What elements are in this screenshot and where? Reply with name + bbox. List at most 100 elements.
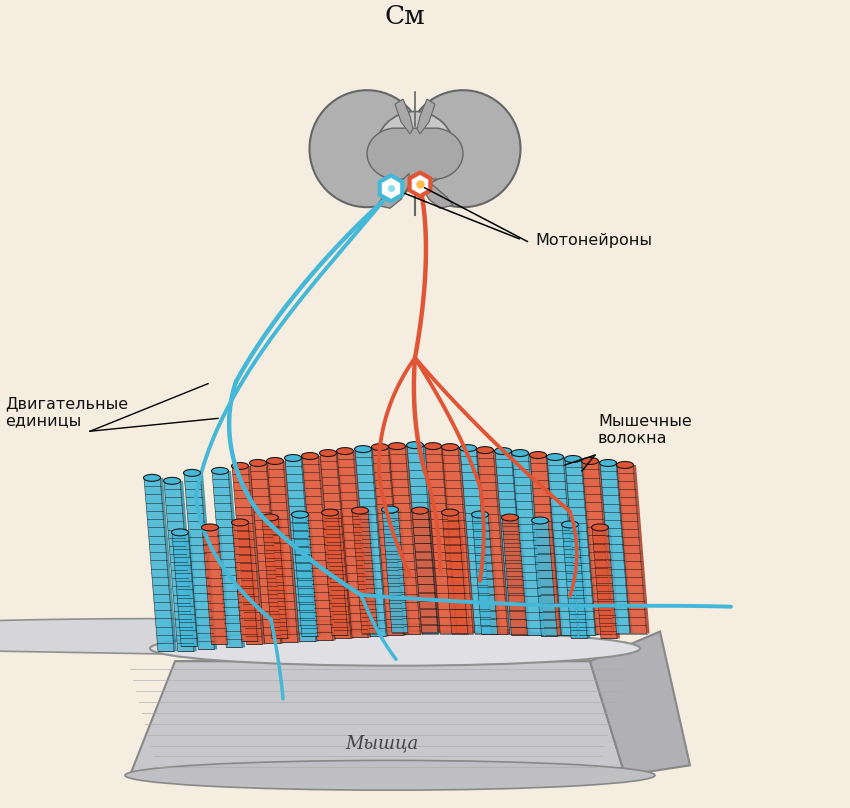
Polygon shape — [377, 174, 410, 208]
Polygon shape — [301, 458, 319, 642]
Polygon shape — [278, 517, 291, 638]
Polygon shape — [322, 512, 348, 635]
Polygon shape — [320, 453, 351, 638]
Ellipse shape — [150, 631, 640, 666]
Polygon shape — [355, 449, 386, 637]
Ellipse shape — [267, 457, 284, 465]
Polygon shape — [338, 512, 351, 635]
Polygon shape — [460, 448, 491, 633]
Polygon shape — [598, 461, 615, 634]
Polygon shape — [266, 463, 284, 643]
Ellipse shape — [201, 524, 218, 531]
Polygon shape — [0, 619, 590, 661]
Polygon shape — [184, 473, 214, 650]
Polygon shape — [202, 528, 228, 645]
Ellipse shape — [172, 529, 189, 536]
Polygon shape — [528, 453, 546, 635]
Polygon shape — [616, 463, 632, 633]
Text: Мышца: Мышца — [345, 734, 418, 752]
Polygon shape — [368, 511, 381, 633]
Polygon shape — [302, 456, 333, 641]
Polygon shape — [563, 457, 581, 635]
Ellipse shape — [302, 452, 319, 460]
Polygon shape — [160, 478, 177, 651]
Polygon shape — [372, 447, 403, 635]
Polygon shape — [477, 450, 508, 634]
Ellipse shape — [405, 90, 520, 207]
Polygon shape — [283, 461, 301, 642]
Polygon shape — [530, 455, 560, 635]
Ellipse shape — [371, 444, 388, 451]
Ellipse shape — [382, 506, 399, 513]
Ellipse shape — [231, 519, 248, 526]
Polygon shape — [250, 463, 280, 643]
Polygon shape — [546, 455, 564, 635]
Polygon shape — [407, 445, 439, 633]
Ellipse shape — [321, 509, 338, 516]
Polygon shape — [493, 450, 511, 634]
Polygon shape — [412, 511, 438, 633]
Polygon shape — [308, 515, 320, 637]
Ellipse shape — [309, 90, 424, 207]
Polygon shape — [410, 172, 430, 196]
Polygon shape — [617, 465, 647, 633]
Ellipse shape — [406, 442, 423, 448]
Ellipse shape — [562, 521, 579, 528]
Polygon shape — [248, 466, 265, 645]
Ellipse shape — [212, 468, 229, 474]
Polygon shape — [578, 524, 590, 638]
Ellipse shape — [144, 474, 161, 482]
Ellipse shape — [337, 448, 354, 455]
Ellipse shape — [163, 478, 180, 484]
Polygon shape — [582, 461, 612, 634]
Ellipse shape — [531, 517, 548, 524]
Ellipse shape — [292, 511, 309, 518]
Ellipse shape — [250, 460, 267, 466]
Polygon shape — [318, 456, 336, 641]
Ellipse shape — [352, 507, 369, 514]
Polygon shape — [417, 99, 435, 134]
Ellipse shape — [512, 449, 529, 457]
Polygon shape — [395, 99, 413, 134]
Polygon shape — [425, 446, 456, 633]
Polygon shape — [380, 175, 402, 201]
Polygon shape — [428, 511, 441, 633]
Polygon shape — [172, 532, 197, 646]
Ellipse shape — [472, 511, 489, 518]
Polygon shape — [442, 447, 473, 633]
Ellipse shape — [564, 456, 581, 462]
Polygon shape — [188, 532, 201, 646]
Ellipse shape — [424, 443, 441, 449]
Polygon shape — [336, 453, 354, 638]
Ellipse shape — [441, 444, 458, 451]
Polygon shape — [547, 457, 577, 635]
Polygon shape — [382, 510, 408, 633]
Ellipse shape — [354, 446, 371, 452]
Text: Мотонейроны: Мотонейроны — [535, 233, 652, 248]
Polygon shape — [248, 523, 261, 642]
Ellipse shape — [495, 448, 512, 455]
Polygon shape — [442, 512, 468, 633]
Polygon shape — [633, 465, 649, 633]
Ellipse shape — [125, 760, 655, 790]
Text: См: См — [385, 4, 426, 29]
Polygon shape — [218, 528, 230, 645]
Polygon shape — [592, 528, 617, 638]
Ellipse shape — [376, 112, 454, 186]
Polygon shape — [285, 458, 316, 642]
Polygon shape — [472, 515, 498, 634]
Polygon shape — [212, 471, 242, 647]
Polygon shape — [267, 461, 297, 642]
Ellipse shape — [616, 461, 633, 469]
Ellipse shape — [460, 444, 477, 452]
Polygon shape — [352, 511, 378, 633]
Polygon shape — [398, 510, 411, 633]
Polygon shape — [488, 515, 501, 634]
Ellipse shape — [320, 449, 337, 457]
Polygon shape — [292, 515, 318, 637]
Ellipse shape — [441, 509, 458, 516]
Polygon shape — [458, 512, 471, 633]
Polygon shape — [389, 446, 420, 634]
Ellipse shape — [581, 457, 598, 465]
Polygon shape — [388, 447, 406, 635]
